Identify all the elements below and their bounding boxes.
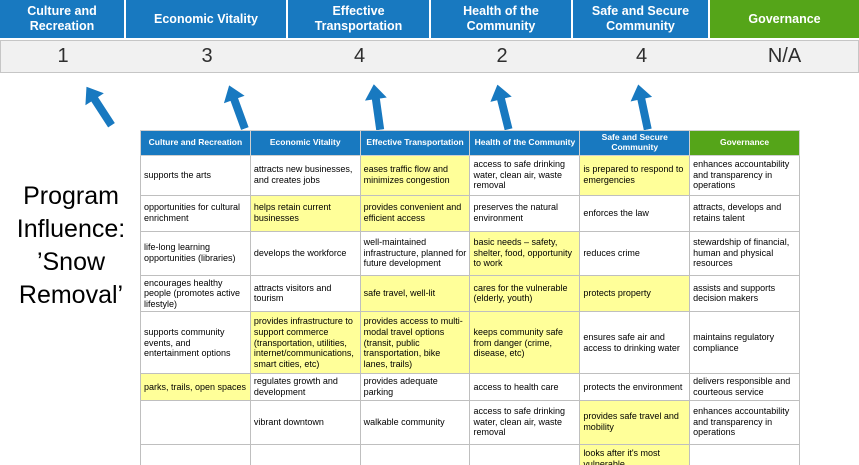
score-value-culture-and-recreation: 1 [57, 45, 69, 67]
table-cell: attracts new businesses, and creates job… [249, 154, 361, 196]
score-value-health-of-the-community: 2 [496, 45, 508, 67]
table-cell [140, 443, 251, 465]
table-cell-highlighted: basic needs – safety, shelter, food, opp… [469, 230, 581, 276]
table-row: parks, trails, open spaces regulates grow… [140, 373, 800, 401]
table-cell: walkable community [359, 399, 471, 445]
table-cell [249, 443, 361, 465]
pillar-header-governance: Governance [710, 0, 859, 38]
table-cell-highlighted: helps retain current businesses [249, 194, 361, 232]
up-arrow-icon [364, 84, 387, 131]
table-header-cell: Economic Vitality [249, 130, 361, 156]
table-cell: ensures safe air and access to drinking … [579, 311, 691, 375]
table-cell [140, 399, 251, 445]
table-cell: enhances accountability and transparency… [689, 154, 800, 196]
pillar-header-row: Culture and Recreation Economic Vitality… [0, 0, 859, 38]
pillar-header-label: Effective Transportation [314, 4, 403, 33]
table-cell: reduces crime [579, 230, 691, 276]
table-cell: regulates growth and development [249, 373, 361, 401]
table-cell: develops the workforce [249, 230, 361, 276]
table-cell: well-maintained infrastructure, planned … [359, 230, 471, 276]
table-cell-highlighted: parks, trails, open spaces [140, 373, 251, 401]
table-cell-highlighted: provides access to multi-modal travel op… [359, 311, 471, 375]
influence-arrow-3 [363, 83, 391, 132]
influence-arrow-4 [487, 82, 519, 132]
table-cell: vibrant downtown [249, 399, 361, 445]
table-cell-highlighted: looks after it's most vulnerable [579, 443, 691, 465]
table-cell: enhances accountability and transparency… [689, 399, 800, 445]
pillar-header-safe-and-secure-community: Safe and Secure Community [573, 0, 708, 38]
pillar-header-label: Culture and Recreation [27, 4, 97, 33]
up-arrow-icon [223, 85, 249, 130]
table-cell-highlighted: provides convenient and efficient access [359, 194, 471, 232]
table-cell: delivers responsible and courteous servi… [689, 373, 800, 401]
influence-arrow-1 [77, 81, 121, 132]
score-band: 1 3 4 2 4 N/A [0, 40, 859, 73]
score-value-governance: N/A [767, 45, 802, 67]
table-cell: enforces the law [579, 194, 691, 232]
table-cell: life-long learning opportunities (librar… [140, 230, 251, 276]
pillar-header-label: Governance [748, 11, 821, 26]
table-row: vibrant downtown walkable community access… [140, 399, 800, 445]
influence-arrow-5 [627, 82, 658, 132]
table-header-cell: Health of the Community [469, 130, 581, 156]
table-cell: protects the environment [579, 373, 691, 401]
up-arrow-icon [630, 84, 653, 131]
pillar-header-label: Safe and Secure Community [591, 4, 690, 33]
pillar-header-economic-vitality: Economic Vitality [126, 0, 286, 38]
up-arrow-icon [85, 86, 115, 128]
table-cell: preserves the natural environment [469, 194, 581, 232]
table-row: opportunities for cultural enrichment hel… [140, 194, 800, 232]
table-cell: access to safe drinking water, clean air… [469, 399, 581, 445]
table-cell: opportunities for cultural enrichment [140, 194, 251, 232]
score-value-economic-vitality: 3 [201, 45, 213, 67]
table-header-cell: Governance [689, 130, 800, 156]
table-cell: access to health care [469, 373, 581, 401]
table-cell: provides adequate parking [359, 373, 471, 401]
table-cell: assists and supports decision makers [689, 274, 800, 313]
pillar-header-label: Economic Vitality [154, 11, 258, 26]
table-cell [469, 443, 581, 465]
pillar-header-health-of-the-community: Health of the Community [431, 0, 571, 38]
influence-table: Culture and Recreation Economic Vitality E… [140, 130, 800, 465]
table-header-cell: Safe and Secure Community [579, 130, 691, 156]
pillar-header-culture-and-recreation: Culture and Recreation [0, 0, 124, 38]
table-cell: maintains regulatory compliance [689, 311, 800, 375]
pillar-header-effective-transportation: Effective Transportation [288, 0, 429, 38]
table-row: encourages healthy people (promotes acti… [140, 274, 800, 313]
table-row: life-long learning opportunities (librar… [140, 230, 800, 276]
up-arrow-icon [490, 84, 513, 131]
table-cell-highlighted: cares for the vulnerable (elderly, youth… [469, 274, 581, 313]
table-cell: stewardship of financial, human and phys… [689, 230, 800, 276]
table-cell-highlighted: is prepared to respond to emergencies [579, 154, 691, 196]
table-cell: attracts visitors and tourism [249, 274, 361, 313]
table-cell: access to safe drinking water, clean air… [469, 154, 581, 196]
table-cell: encourages healthy people (promotes acti… [140, 274, 251, 313]
table-cell-highlighted: protects property [579, 274, 691, 313]
page-title: Program Influence: ’Snow Removal’ [16, 182, 126, 309]
table-cell [359, 443, 471, 465]
table-row: supports the arts attracts new businesses… [140, 154, 800, 196]
table-header-cell: Effective Transportation [359, 130, 471, 156]
table-cell [689, 443, 800, 465]
score-value-effective-transportation: 4 [353, 45, 366, 67]
table-cell-highlighted: provides infrastructure to support comme… [249, 311, 361, 375]
table-cell-highlighted: keeps community safe from danger (crime,… [469, 311, 581, 375]
table-cell: supports the arts [140, 154, 251, 196]
table-cell-highlighted: safe travel, well-lit [359, 274, 471, 313]
table-cell: attracts, develops and retains talent [689, 194, 800, 232]
table-cell: supports community events, and entertain… [140, 311, 251, 375]
score-value-safe-and-secure-community: 4 [635, 45, 648, 67]
table-cell-highlighted: eases traffic flow and minimizes congest… [359, 154, 471, 196]
influence-arrow-2 [219, 82, 255, 133]
pillar-header-label: Health of the Community [463, 4, 539, 33]
table-row: looks after it's most vulnerable [140, 443, 800, 465]
table-cell-highlighted: provides safe travel and mobility [579, 399, 691, 445]
table-header-cell: Culture and Recreation [140, 130, 251, 156]
table-row: supports community events, and entertain… [140, 311, 800, 375]
